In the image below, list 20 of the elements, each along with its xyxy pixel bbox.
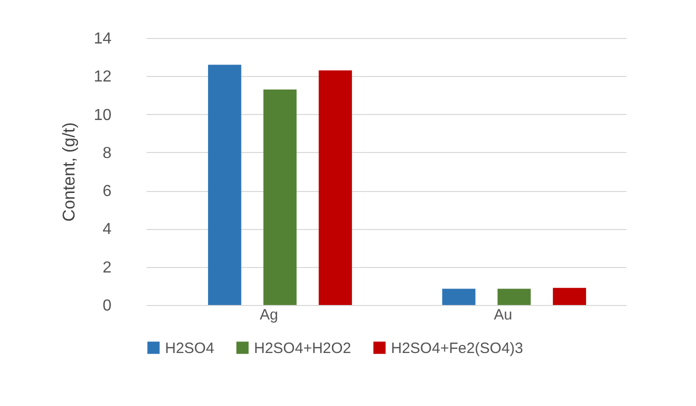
bar xyxy=(263,89,297,305)
y-tick-label: 8 xyxy=(102,144,112,162)
bar xyxy=(208,64,242,305)
legend-label: H2SO4 xyxy=(165,340,214,357)
bar xyxy=(498,288,531,305)
legend-label: H2SO4+Fe2(SO4)3 xyxy=(391,340,524,357)
y-tick-label: 14 xyxy=(94,30,112,48)
y-tick-label: 4 xyxy=(102,221,112,238)
legend-label: H2SO4+H2O2 xyxy=(254,340,352,357)
x-tick-label: Ag xyxy=(260,306,278,324)
y-tick-label: 6 xyxy=(102,183,112,200)
y-tick-label: 10 xyxy=(94,106,112,124)
y-tick-label: 2 xyxy=(102,259,112,276)
bar xyxy=(318,70,352,305)
bar xyxy=(442,288,476,305)
x-tick-label: Au xyxy=(494,306,512,324)
y-tick-label: 0 xyxy=(102,298,112,314)
bar xyxy=(552,288,586,305)
y-tick-label: 12 xyxy=(94,68,112,86)
y-axis-title: Content, (g/t) xyxy=(60,122,79,222)
